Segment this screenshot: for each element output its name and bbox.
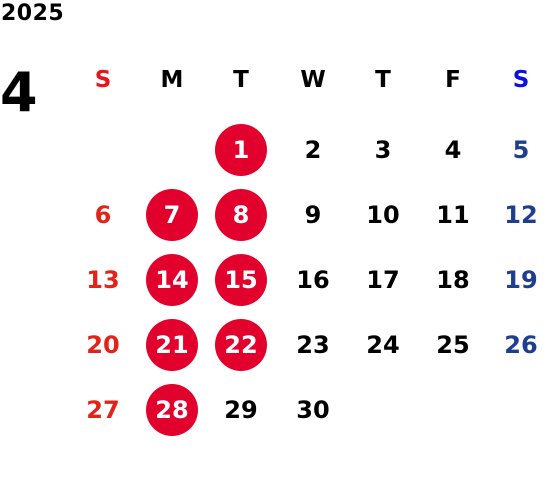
day-cell: 23: [296, 331, 330, 359]
day-cell: 17: [366, 266, 400, 294]
day-cell: 27: [86, 396, 120, 424]
weekday-header-sunday: S: [94, 66, 112, 93]
day-cell: 16: [296, 266, 330, 294]
highlighted-day-cell: 28: [146, 384, 198, 436]
day-cell: 13: [86, 266, 120, 294]
day-cell: 24: [366, 331, 400, 359]
day-cell: 4: [444, 136, 462, 164]
day-cell: 30: [296, 396, 330, 424]
highlighted-day-cell: 21: [146, 319, 198, 371]
weekday-header-thursday: T: [375, 66, 391, 93]
month-number: 4: [0, 61, 38, 124]
highlighted-day-cell: 22: [215, 319, 267, 371]
day-cell: 2: [304, 136, 322, 164]
day-cell: 6: [94, 201, 112, 229]
day-cell: 20: [86, 331, 120, 359]
weekday-header-tuesday: T: [233, 66, 249, 93]
highlighted-day-cell: 7: [146, 189, 198, 241]
day-cell: 11: [436, 201, 470, 229]
day-cell: 25: [436, 331, 470, 359]
day-cell: 3: [374, 136, 392, 164]
weekday-header-monday: M: [160, 66, 184, 93]
day-cell: 18: [436, 266, 470, 294]
highlighted-day-cell: 14: [146, 254, 198, 306]
day-cell: 19: [504, 266, 538, 294]
weekday-header-saturday: S: [512, 66, 530, 93]
day-cell: 26: [504, 331, 538, 359]
weekday-header-friday: F: [445, 66, 461, 93]
day-cell: 5: [512, 136, 530, 164]
highlighted-day-cell: 15: [215, 254, 267, 306]
weekday-header-wednesday: W: [300, 66, 326, 93]
day-cell: 12: [504, 201, 538, 229]
highlighted-day-cell: 1: [215, 124, 267, 176]
day-cell: 9: [304, 201, 322, 229]
day-cell: 29: [224, 396, 258, 424]
highlighted-day-cell: 8: [215, 189, 267, 241]
year-label: 2025: [1, 1, 65, 26]
day-cell: 10: [366, 201, 400, 229]
